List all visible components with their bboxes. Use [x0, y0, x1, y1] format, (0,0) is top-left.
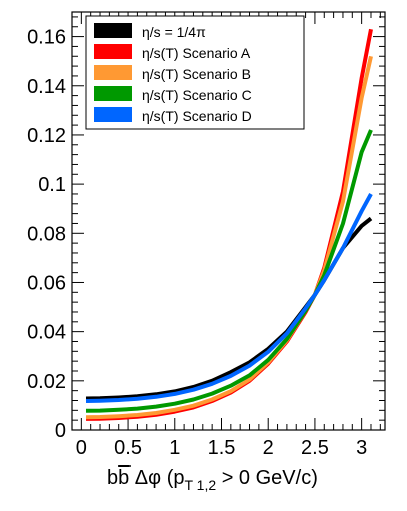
- x-axis-label: bb Δφ (pT 1,2 > 0 GeV/c): [107, 467, 318, 493]
- y-tick-label: 0: [55, 420, 66, 442]
- x-tick-label: 3: [356, 437, 367, 459]
- legend-label: η/s(T) Scenario A: [142, 45, 251, 61]
- tick-marks: [72, 12, 385, 431]
- legend-label: η/s(T) Scenario C: [142, 87, 252, 103]
- x-tick-label: 2.5: [301, 437, 329, 459]
- y-tick-label: 0.12: [27, 125, 66, 147]
- y-tick-label: 0.02: [27, 371, 66, 393]
- legend-label: η/s(T) Scenario B: [142, 66, 251, 82]
- series-lines: [85, 28, 373, 421]
- legend-label: η/s = 1/4π: [142, 24, 206, 40]
- legend-swatch: [94, 107, 132, 122]
- series-line: [85, 129, 373, 413]
- x-tick-label: 2: [263, 437, 274, 459]
- y-tick-label: 0.14: [27, 76, 66, 98]
- legend-swatch: [94, 86, 132, 101]
- legend-swatch: [94, 44, 132, 59]
- x-tick-label: 0.5: [114, 437, 142, 459]
- x-tick-label: 0: [76, 437, 87, 459]
- y-tick-label: 0.1: [38, 174, 66, 196]
- x-tick-label: 1.5: [208, 437, 236, 459]
- series-line: [85, 55, 373, 420]
- series-line: [85, 193, 373, 403]
- y-axis-tick-labels: 0 0.02 0.04 0.06 0.08 0.1 0.12 0.14 0.16: [27, 27, 66, 442]
- y-tick-label: 0.08: [27, 223, 66, 245]
- y-tick-label: 0.06: [27, 272, 66, 294]
- y-tick-label: 0.16: [27, 27, 66, 49]
- plot-frame: [71, 11, 386, 431]
- x-tick-label: 1: [169, 437, 180, 459]
- legend-label: η/s(T) Scenario D: [142, 108, 252, 124]
- y-tick-label: 0.04: [27, 322, 66, 344]
- legend-swatch: [94, 65, 132, 80]
- legend-swatch: [94, 23, 132, 38]
- legend: η/s = 1/4π η/s(T) Scenario A η/s(T) Scenar…: [85, 15, 305, 130]
- x-axis-tick-labels: 0 0.5 1 1.5 2 2.5 3: [76, 437, 367, 459]
